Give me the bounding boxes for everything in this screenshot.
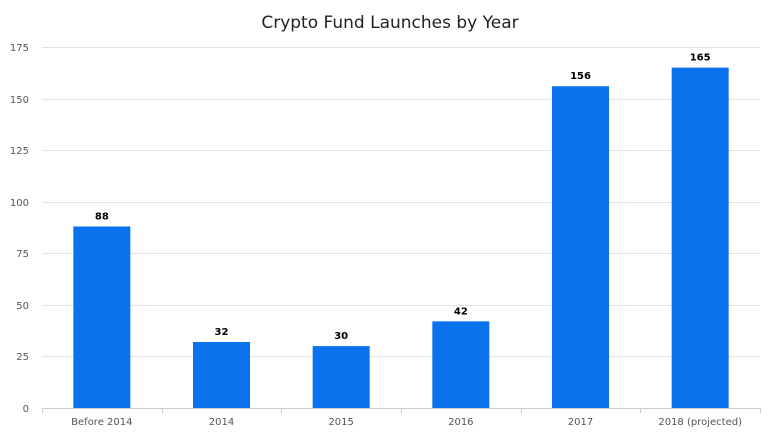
chart-title: Crypto Fund Launches by Year [261, 13, 518, 33]
y-tick-label: 150 [10, 95, 29, 106]
bar [193, 341, 250, 408]
bar [671, 67, 729, 408]
bars [73, 67, 729, 409]
y-tick-label: 75 [16, 249, 29, 260]
y-tick-label: 25 [16, 352, 29, 363]
bar [73, 226, 131, 408]
y-tick-label: 0 [23, 404, 29, 415]
x-tick-label: 2015 [328, 417, 353, 428]
bar [552, 86, 609, 409]
x-tick-label: Before 2014 [71, 417, 132, 428]
y-tick-label: 100 [10, 198, 29, 209]
data-label: 42 [454, 306, 468, 317]
data-label: 30 [334, 331, 348, 342]
data-labels: 88 32 30 42 156 165 [95, 53, 711, 342]
y-axis: 0 25 50 75 100 125 150 175 [10, 43, 29, 415]
y-tick-label: 175 [10, 43, 29, 54]
bar [312, 346, 370, 408]
data-label: 32 [215, 327, 229, 338]
y-tick-label: 125 [10, 146, 29, 157]
x-tick-label: 2017 [568, 417, 593, 428]
gridlines [42, 47, 760, 357]
x-axis: Before 2014 2014 2015 2016 2017 2018 (project… [42, 408, 761, 428]
x-tick-label: 2016 [448, 417, 473, 428]
data-label: 88 [95, 211, 109, 222]
bar [432, 321, 490, 408]
x-tick-label: 2014 [209, 417, 234, 428]
x-tick-label: 2018 (projected) [658, 417, 742, 428]
y-tick-label: 50 [16, 301, 29, 312]
data-label: 156 [570, 71, 591, 82]
data-label: 165 [690, 53, 711, 64]
